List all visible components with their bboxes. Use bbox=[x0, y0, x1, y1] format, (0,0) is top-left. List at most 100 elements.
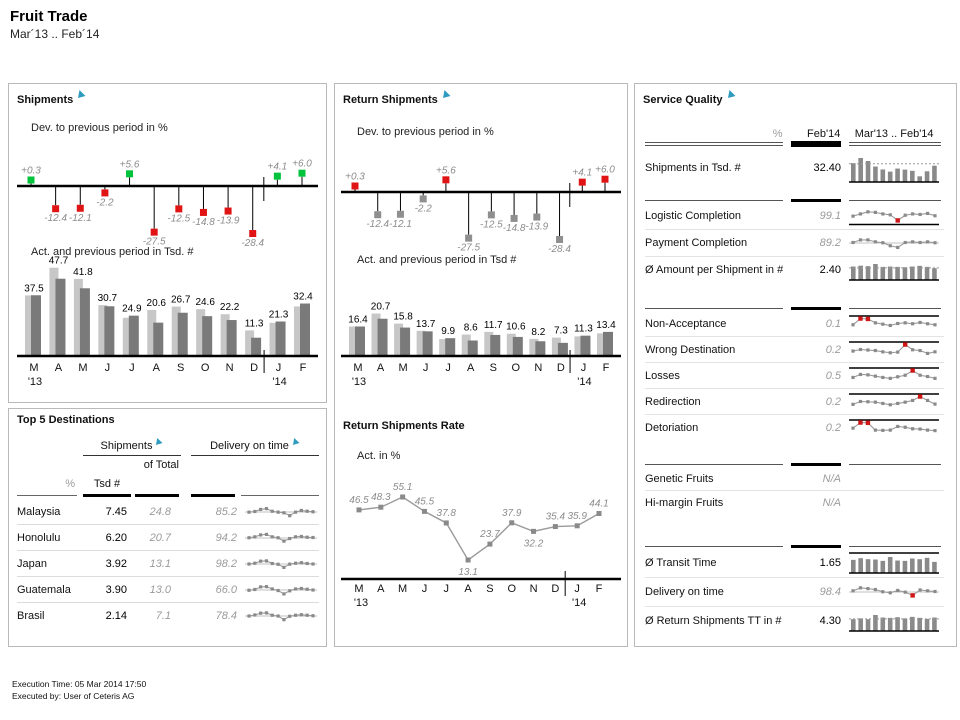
top5-title-text: Top 5 Destinations bbox=[17, 414, 115, 426]
top5-tsd-label: Tsd # bbox=[93, 478, 121, 490]
svg-text:'14: '14 bbox=[577, 376, 591, 388]
service-quality-rows: Shipments in Tsd. # 32.40 Logistic Complet… bbox=[645, 144, 944, 635]
svg-text:35.4: 35.4 bbox=[546, 512, 566, 523]
kpi-row: Genetic Fruits N/A bbox=[645, 467, 944, 490]
kpi-sparkline bbox=[849, 578, 941, 606]
destination-row: Japan 3.92 13.1 98.2 bbox=[17, 551, 319, 577]
destination-row: Malaysia 7.45 24.8 85.2 bbox=[17, 499, 319, 525]
destination-delivery: 66.0 bbox=[215, 583, 237, 596]
destination-name: Japan bbox=[17, 557, 47, 570]
kpi-value: 1.65 bbox=[819, 557, 841, 569]
svg-text:A: A bbox=[55, 362, 63, 374]
panel-return-shipments: Return Shipments Dev. to previous period… bbox=[334, 83, 628, 647]
panel-shipments: Shipments Dev. to previous period in % +… bbox=[8, 83, 327, 403]
kpi-label: Non-Acceptance bbox=[645, 317, 727, 330]
return-shipments-title-text: Return Shipments bbox=[343, 94, 438, 106]
kpi-sparkline bbox=[849, 467, 941, 490]
svg-text:N: N bbox=[530, 583, 538, 595]
svg-text:J: J bbox=[105, 362, 111, 374]
svg-text:7.3: 7.3 bbox=[554, 326, 568, 337]
page-title: Fruit Trade bbox=[10, 8, 88, 25]
svg-text:44.1: 44.1 bbox=[589, 499, 608, 510]
section-rule bbox=[645, 464, 783, 465]
shipments-bar-chart: 37.5 M 47.7 A 41.8 M 30.7 J 24.9 J 20.6 A 26.7 S 24.6 O… bbox=[17, 256, 318, 388]
kpi-sparkline bbox=[849, 257, 941, 283]
top5-title: Top 5 Destinations bbox=[17, 414, 115, 426]
svg-text:-12.5: -12.5 bbox=[167, 213, 190, 224]
destination-delivery: 85.2 bbox=[215, 505, 237, 518]
section-rule bbox=[791, 307, 841, 310]
section-rule bbox=[849, 308, 941, 309]
svg-text:J: J bbox=[423, 362, 429, 374]
return-rate-line-chart: 46.5 M 48.3 A 55.1 M 45.5 J 37.8 J 13.1 A 23.7 S 37.9 O… bbox=[341, 482, 621, 609]
kpi-row: Logistic Completion 99.1 bbox=[645, 203, 944, 229]
svg-text:'13: '13 bbox=[354, 597, 368, 609]
kpi-sparkline bbox=[849, 311, 941, 336]
top5-rule-delivery bbox=[191, 494, 235, 497]
svg-text:F: F bbox=[300, 362, 307, 374]
svg-text:'13: '13 bbox=[352, 376, 366, 388]
section-rule bbox=[645, 308, 783, 309]
svg-text:S: S bbox=[177, 362, 184, 374]
destination-of-total: 20.7 bbox=[149, 531, 171, 544]
svg-text:A: A bbox=[377, 362, 385, 374]
shipments-deviation-chart: +0.3 -12.4 -12.1 -2.2 +5.6 -27.5 -12.5 -14.8 -13… bbox=[17, 159, 318, 249]
panel-top5-destinations: Top 5 Destinations Shipments Delivery on… bbox=[8, 408, 327, 647]
svg-text:20.7: 20.7 bbox=[371, 302, 391, 313]
line-sparkline bbox=[849, 586, 939, 598]
destination-delivery: 78.4 bbox=[215, 609, 237, 622]
svg-text:13.1: 13.1 bbox=[458, 567, 477, 578]
section-rule bbox=[849, 464, 941, 465]
svg-text:37.9: 37.9 bbox=[502, 508, 522, 519]
kpi-sparkline bbox=[849, 337, 941, 362]
kpi-sparkline bbox=[849, 363, 941, 388]
svg-text:+4.1: +4.1 bbox=[267, 162, 287, 173]
top5-rule-tsd bbox=[83, 494, 131, 497]
svg-text:J: J bbox=[444, 583, 450, 595]
line-sparkline bbox=[849, 340, 939, 355]
svg-text:+0.3: +0.3 bbox=[21, 166, 41, 177]
svg-text:20.6: 20.6 bbox=[147, 298, 167, 309]
line-sparkline bbox=[849, 314, 939, 327]
kpi-value: 32.40 bbox=[813, 162, 841, 174]
svg-text:D: D bbox=[557, 362, 565, 374]
svg-text:-12.1: -12.1 bbox=[69, 213, 92, 224]
svg-text:30.7: 30.7 bbox=[98, 293, 118, 304]
kpi-value: 4.30 bbox=[819, 615, 841, 627]
kpi-value: 98.4 bbox=[819, 586, 841, 598]
svg-text:-28.4: -28.4 bbox=[241, 238, 264, 249]
svg-text:47.7: 47.7 bbox=[49, 256, 69, 267]
return-dev-label: Dev. to previous period in % bbox=[357, 126, 494, 138]
svg-text:+6.0: +6.0 bbox=[595, 165, 615, 176]
service-quality-section: Ø Transit Time 1.65 Delivery on time 98.4 Ø … bbox=[645, 545, 944, 635]
destination-tsd: 2.14 bbox=[105, 609, 127, 622]
line-sparkline bbox=[849, 238, 939, 250]
section-rule bbox=[849, 546, 941, 547]
line-sparkline bbox=[849, 418, 939, 432]
svg-text:9.9: 9.9 bbox=[441, 326, 455, 337]
destination-delivery: 94.2 bbox=[215, 531, 237, 544]
page-subtitle: Mar´13 .. Feb´14 bbox=[10, 27, 100, 41]
service-quality-section: Logistic Completion 99.1 Payment Completio… bbox=[645, 199, 944, 283]
kpi-sparkline bbox=[849, 230, 941, 256]
kpi-sparkline bbox=[849, 203, 941, 229]
svg-text:-14.8: -14.8 bbox=[192, 217, 215, 228]
svg-text:-27.5: -27.5 bbox=[143, 237, 166, 248]
svg-text:37.8: 37.8 bbox=[437, 508, 457, 519]
comment-arrow-icon bbox=[156, 438, 163, 445]
destination-tsd: 3.92 bbox=[105, 557, 127, 570]
svg-text:16.4: 16.4 bbox=[348, 314, 368, 325]
sq-header-current: Feb'14 bbox=[807, 128, 841, 140]
svg-text:M: M bbox=[398, 583, 407, 595]
return-rate-sub-label: Act. in % bbox=[357, 450, 401, 462]
svg-text:J: J bbox=[581, 362, 587, 374]
svg-text:'13: '13 bbox=[28, 376, 42, 388]
kpi-sparkline bbox=[849, 607, 941, 635]
kpi-value: 0.2 bbox=[825, 421, 841, 434]
svg-text:35.9: 35.9 bbox=[567, 511, 587, 522]
destination-tsd: 3.90 bbox=[105, 583, 127, 596]
destination-name: Honolulu bbox=[17, 531, 61, 544]
service-quality-table: % Feb'14 Mar'13 .. Feb'14 Shipments in T… bbox=[645, 124, 944, 635]
destination-sparkline bbox=[245, 554, 319, 574]
svg-text:21.3: 21.3 bbox=[269, 309, 289, 320]
